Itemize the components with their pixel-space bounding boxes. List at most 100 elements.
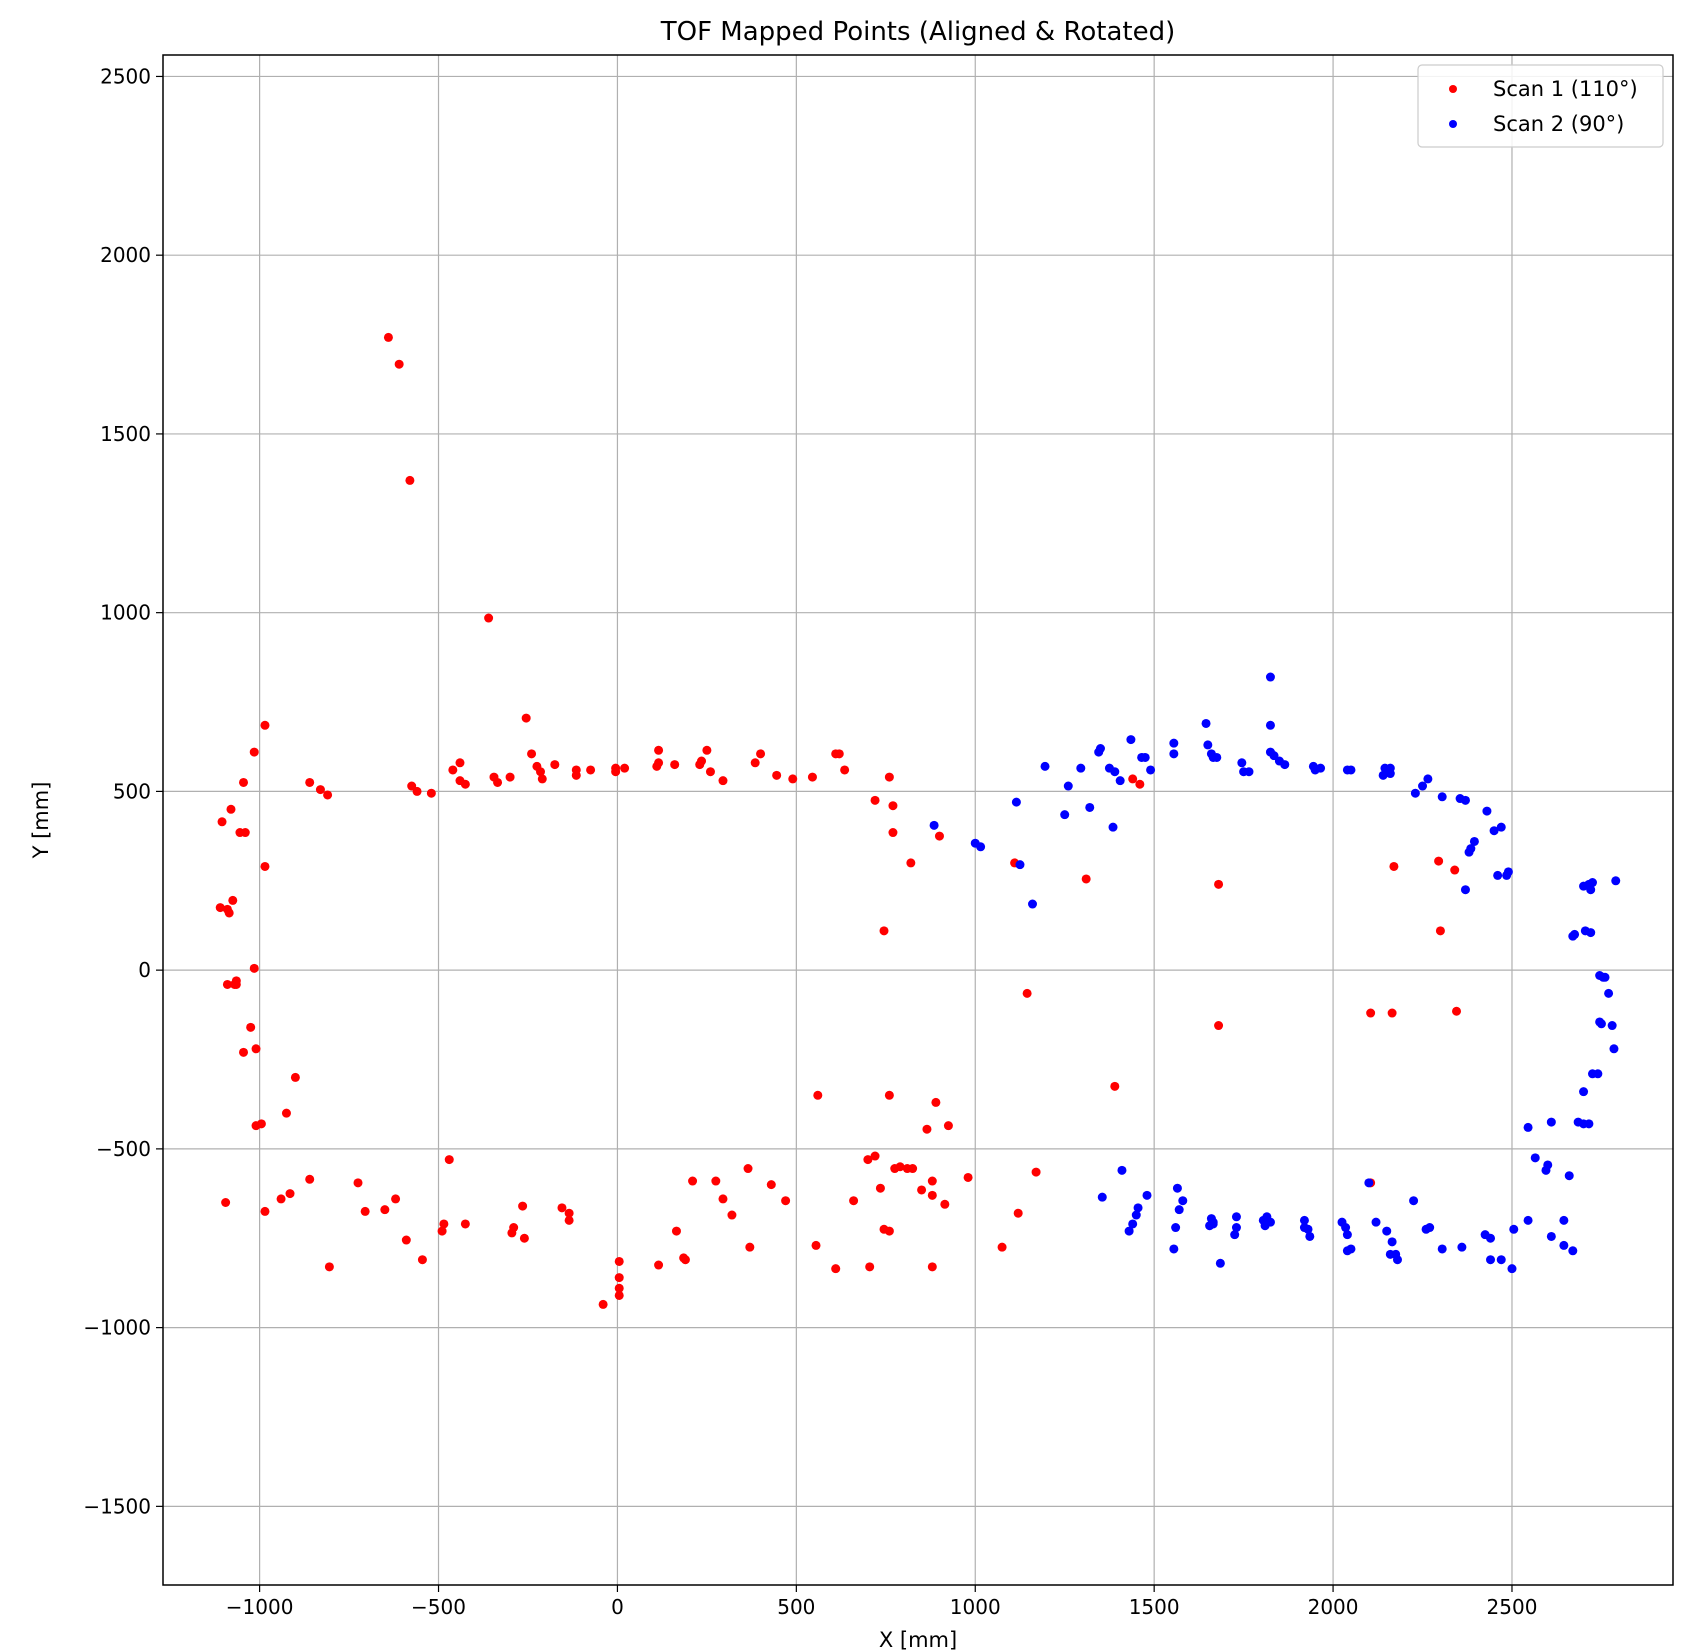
scan-2-point xyxy=(1586,885,1596,895)
scan-2-point xyxy=(1172,1183,1182,1193)
scan-2-point xyxy=(1611,876,1621,886)
scan-1-point xyxy=(519,1233,529,1243)
scan-2-point xyxy=(1579,1087,1589,1097)
scan-1-point xyxy=(922,1124,932,1134)
x-tick-label: 1500 xyxy=(1129,1595,1180,1619)
scan-1-point xyxy=(484,613,494,623)
scan-2-point xyxy=(1460,885,1470,895)
scan-2-point xyxy=(1140,752,1150,762)
scan-1-point xyxy=(222,979,232,989)
scan-2-point xyxy=(1503,867,1513,877)
scan-1-point xyxy=(1031,1167,1041,1177)
scan-2-point xyxy=(1496,1255,1506,1265)
scan-2-point xyxy=(1265,672,1275,682)
scan-1-point xyxy=(750,758,760,768)
scan-1-point xyxy=(550,760,560,770)
scan-2-point xyxy=(1237,758,1247,768)
scan-2-point xyxy=(1142,1190,1152,1200)
scan-2-point xyxy=(1015,860,1025,870)
scan-1-point xyxy=(927,1262,937,1272)
scan-1-point xyxy=(324,1262,334,1272)
scan-2-point xyxy=(1423,774,1433,784)
scan-2-point xyxy=(1437,1244,1447,1254)
y-tick-label: 2000 xyxy=(100,243,151,267)
scan-1-point xyxy=(888,828,898,838)
scan-1-point xyxy=(518,1201,528,1211)
scan-2-point xyxy=(1480,1230,1490,1240)
data-points xyxy=(215,332,1621,1309)
scan-2-point xyxy=(1076,763,1086,773)
scan-1-point xyxy=(1081,874,1091,884)
x-tick-label: 1000 xyxy=(950,1595,1001,1619)
scan-1-point xyxy=(391,1194,401,1204)
plot-frame xyxy=(162,54,1674,1586)
scan-1-point xyxy=(879,926,889,936)
scan-1-point xyxy=(536,767,545,777)
scan-1-point xyxy=(505,772,515,782)
scan-2-point xyxy=(1570,929,1580,939)
scan-1-point xyxy=(934,831,944,841)
scan-1-point xyxy=(444,1155,454,1165)
scan-2-point xyxy=(1392,1255,1402,1265)
scan-2-point xyxy=(1126,735,1136,745)
scan-1-point xyxy=(215,903,225,913)
y-tick-label: 1500 xyxy=(100,422,151,446)
x-tick-label: 500 xyxy=(777,1595,815,1619)
scan-2-point xyxy=(1128,1219,1138,1229)
chart-title: TOF Mapped Points (Aligned & Rotated) xyxy=(660,17,1176,47)
scan-2-point xyxy=(1564,1171,1574,1181)
scan-2-point xyxy=(1174,1205,1184,1215)
scan-2-point xyxy=(1244,767,1254,777)
scan-2-point xyxy=(1316,763,1326,773)
scan-2-point xyxy=(1593,1069,1603,1079)
scan-1-point xyxy=(521,713,531,723)
scan-1-point xyxy=(940,1199,950,1209)
scan-2-point xyxy=(1425,1223,1435,1233)
scan-1-point xyxy=(353,1178,363,1188)
scan-1-point xyxy=(586,765,596,775)
scan-2-point xyxy=(1418,781,1428,791)
x-axis-label: X [mm] xyxy=(879,1628,957,1650)
scan-2-point xyxy=(1600,972,1610,982)
scan-1-point xyxy=(614,1256,624,1266)
scan-1-point xyxy=(870,1151,880,1161)
legend-label-scan-1: Scan 1 (110°) xyxy=(1493,77,1638,101)
scan-1-point xyxy=(1366,1008,1376,1018)
x-tick-label: 2500 xyxy=(1487,1595,1538,1619)
scan-2-point xyxy=(1586,928,1596,938)
scan-1-point xyxy=(840,765,850,775)
scan-1-point xyxy=(448,765,458,775)
scan-1-point xyxy=(1214,879,1224,889)
scan-1-point xyxy=(927,1190,937,1200)
scan-1-point xyxy=(908,1164,918,1174)
scan-1-point xyxy=(654,745,664,755)
scan-1-point xyxy=(743,1164,753,1174)
x-tick-label: 0 xyxy=(611,1595,624,1619)
series-scan-1 xyxy=(215,332,1462,1309)
scan-1-point xyxy=(564,1208,574,1218)
scan-1-point xyxy=(221,1198,231,1207)
scan-2-point xyxy=(1496,822,1506,832)
scan-2-point xyxy=(1299,1223,1309,1233)
scan-2-point xyxy=(929,820,939,830)
scan-2-point xyxy=(1607,1021,1617,1031)
scan-1-point xyxy=(875,1183,885,1193)
scan-2-point xyxy=(1133,1203,1143,1213)
scan-1-point xyxy=(781,1196,791,1206)
scan-1-point xyxy=(226,804,236,814)
scan-1-point xyxy=(680,1255,690,1265)
y-tick-label: −1000 xyxy=(83,1316,151,1340)
scan-1-point xyxy=(1013,1208,1023,1218)
scan-1-point xyxy=(727,1210,737,1220)
scan-2-point xyxy=(1169,749,1179,759)
scan-2-point xyxy=(1171,1223,1181,1233)
scan-1-point xyxy=(931,1097,941,1107)
scan-2-point xyxy=(1546,1231,1556,1241)
scan-2-point xyxy=(1131,1210,1141,1220)
scan-2-point xyxy=(1523,1122,1533,1132)
scan-2-point xyxy=(1011,797,1021,807)
scan-2-point xyxy=(1493,870,1503,880)
scan-1-point xyxy=(884,772,894,782)
x-axis-ticks: −1000 −500 0 500 1000 1500 2000 2500 xyxy=(226,1585,1538,1619)
